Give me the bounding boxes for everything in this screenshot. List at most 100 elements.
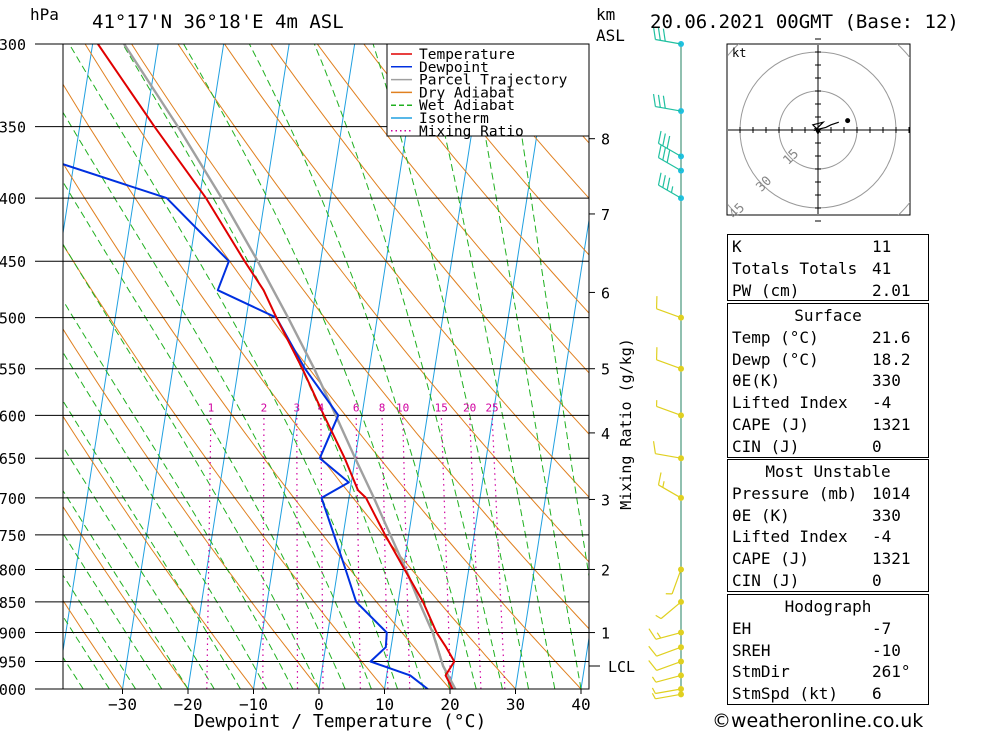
surface-box: Surface Temp (°C) 21.6 Dewp (°C) 18.2 θE(K…	[727, 303, 929, 458]
wind-barb	[655, 693, 682, 700]
temperature-tick-label: 0	[314, 695, 324, 714]
index-label: K	[732, 237, 742, 256]
wind-barb	[655, 105, 682, 112]
wind-barb-half-feather	[662, 481, 665, 488]
wind-profile	[648, 26, 684, 700]
wet-adiabat-line	[468, 44, 582, 689]
most-unstable-box: Most Unstable Pressure (mb) 1014 θE (K) 33…	[727, 459, 929, 592]
isotherm-line	[63, 44, 94, 237]
pressure-tick-label: 600	[0, 407, 26, 425]
wind-barb	[660, 601, 682, 620]
wet-adiabat-line	[63, 243, 320, 689]
mixing-ratio-line	[206, 415, 212, 689]
wet-adiabat-line	[68, 44, 399, 689]
index-label: Pressure (mb)	[732, 483, 858, 503]
pressure-tick-label: 350	[0, 119, 26, 137]
index-value: -4	[872, 527, 892, 547]
km-tick-label: 3	[601, 491, 610, 509]
index-value: 0	[872, 436, 882, 456]
index-value: -4	[872, 393, 892, 413]
wind-barb-feather	[666, 135, 671, 149]
pressure-tick-label: 450	[0, 253, 26, 271]
wind-barb	[658, 142, 682, 157]
credit-link[interactable]: ©weatheronline.co.uk	[712, 710, 924, 732]
index-label: Temp (°C)	[732, 327, 819, 347]
wind-barb-half-feather	[670, 186, 674, 193]
index-label: Lifted Index	[732, 527, 848, 547]
indices-general-box: K 11 Totals Totals 41 PW (cm) 2.01	[727, 234, 929, 302]
pressure-tick-label: 300	[0, 36, 26, 54]
pressure-tick-label: 1000	[0, 681, 26, 699]
index-label: Dewp (°C)	[732, 349, 819, 369]
wind-barb-half-feather	[651, 676, 657, 683]
index-value: -10	[872, 640, 901, 660]
wind-barb	[658, 157, 682, 172]
index-value: 0	[872, 570, 882, 590]
hodograph-title: Hodograph	[784, 597, 872, 616]
wind-barb-feather	[666, 150, 671, 163]
pressure-tick-label: 550	[0, 361, 26, 379]
wind-barb	[658, 184, 682, 199]
isotherm-line	[187, 44, 290, 689]
index-value: 2.01	[872, 280, 911, 300]
wind-barb	[656, 359, 682, 370]
temperature-line	[97, 44, 456, 689]
plot-frame	[62, 43, 590, 690]
wind-barb	[655, 631, 682, 640]
profile-series	[63, 44, 457, 689]
dry-adiabat-line	[63, 162, 451, 689]
mixing-ratio-label: 4	[318, 401, 325, 414]
index-label: EH	[732, 618, 752, 638]
wind-barb-feather	[657, 172, 662, 186]
dry-adiabat-line	[363, 44, 589, 314]
isotherm-line	[449, 44, 552, 689]
dry-adiabat-line	[63, 328, 320, 689]
km-label: km	[596, 5, 615, 24]
pressure-tick-label: 850	[0, 594, 26, 612]
wind-barb-half-feather	[651, 687, 656, 694]
index-value: 21.6	[872, 327, 911, 347]
parcel-trajectory-line	[123, 44, 457, 689]
wind-barb-feather	[662, 133, 666, 146]
legend-label: Temperature	[419, 47, 515, 63]
pressure-tick-label: 750	[0, 527, 26, 545]
index-value: 261°	[872, 662, 911, 682]
wind-barb	[655, 674, 682, 683]
legend-box	[386, 43, 590, 137]
mixing-ratio-axis-label: Mixing Ratio (g/kg)	[617, 338, 635, 510]
index-value: 41	[872, 258, 892, 278]
lcl-label: LCL	[608, 658, 635, 676]
wind-barb-feather	[657, 94, 661, 108]
isotherm-line	[122, 44, 225, 689]
dry-adiabat-line	[409, 44, 589, 256]
temperature-tick-label: −30	[108, 695, 137, 714]
mixing-ratio-label: 1	[208, 401, 215, 414]
km-tick-label: 2	[601, 561, 610, 579]
wind-barb-feather	[652, 26, 656, 40]
index-label: SREH	[732, 640, 771, 660]
wind-barb-feather	[662, 28, 666, 42]
mixing-ratio-label: 15	[435, 401, 448, 414]
isotherm-line	[384, 44, 487, 689]
wind-barb	[658, 484, 682, 499]
pressure-tick-label: 800	[0, 561, 26, 579]
index-label: CAPE (J)	[732, 414, 810, 434]
km-tick-label: 6	[601, 284, 610, 302]
index-label: θE (K)	[732, 505, 790, 525]
pressure-unit-label: hPa	[30, 5, 59, 24]
legend-label: Wet Adiabat	[419, 98, 515, 114]
temperature-tick-label: −20	[174, 695, 203, 714]
pressure-tick-label: 500	[0, 310, 26, 328]
mixing-ratio-line	[296, 415, 299, 689]
dry-adiabat-line	[270, 44, 589, 435]
wet-adiabat-line	[63, 489, 189, 689]
mixing-ratio-line	[355, 415, 361, 689]
wet-adiabat-line	[507, 44, 589, 579]
mixing-ratio-label: 6	[353, 401, 360, 414]
index-label: Lifted Index	[732, 393, 848, 413]
location-title: 41°17'N 36°18'E 4m ASL	[92, 11, 344, 33]
index-value: 11	[872, 237, 892, 256]
dry-adiabat-line	[63, 83, 516, 689]
